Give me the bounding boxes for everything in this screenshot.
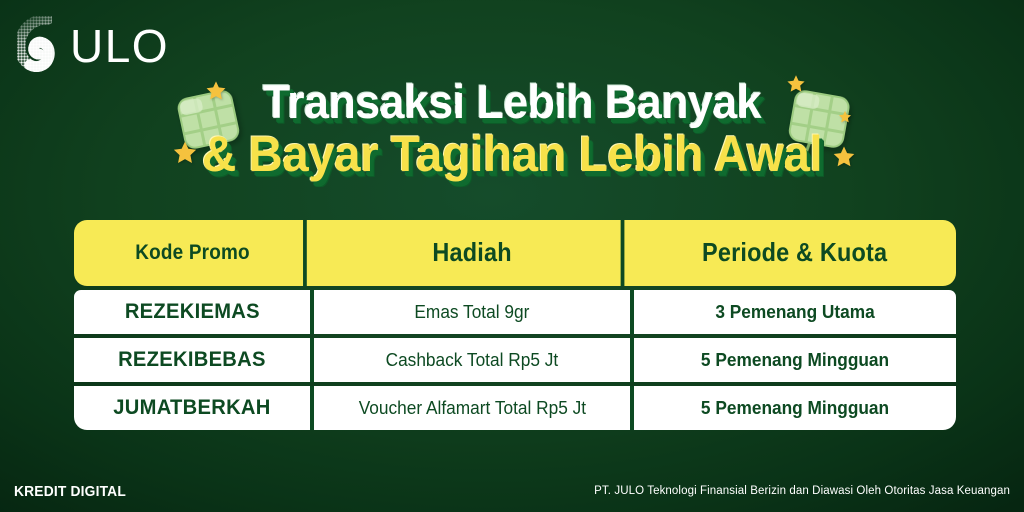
table-row: REZEKIBEBAS Cashback Total Rp5 Jt 5 Peme… [74,338,956,382]
julo-logo-wordmark: ULO [70,20,170,72]
table-row: JUMATBERKAH Voucher Alfamart Total Rp5 J… [74,386,956,430]
cell-hadiah: Voucher Alfamart Total Rp5 Jt [314,386,634,430]
headline-line-1: Transaksi Lebih Banyak [262,75,762,128]
julo-halftone-j-logo-icon [14,16,70,72]
julo-logo: ULO [14,16,169,72]
cell-kode-promo: REZEKIBEBAS [74,338,314,382]
headline: Transaksi Lebih Banyak & Bayar Tagihan L… [0,78,1024,179]
table-header-kode-promo: Kode Promo [81,220,307,286]
footer: KREDIT DIGITAL PT. JULO Teknologi Finans… [0,470,1024,512]
headline-line-2: & Bayar Tagihan Lebih Awal [201,126,823,182]
cell-periode-kuota: 5 Pemenang Mingguan [700,349,890,370]
cell-periode-kuota: 3 Pemenang Utama [715,301,875,322]
promo-table: Kode Promo Hadiah Periode & Kuota REZEKI… [74,220,956,430]
table-row: REZEKIEMAS Emas Total 9gr 3 Pemenang Uta… [74,290,956,334]
cell-hadiah: Cashback Total Rp5 Jt [314,338,634,382]
table-header-periode-kuota: Periode & Kuota [702,237,888,268]
cell-hadiah: Emas Total 9gr [314,290,634,334]
table-header-hadiah: Hadiah [324,220,625,286]
cell-kode-promo: JUMATBERKAH [74,386,314,430]
table-header-row: Kode Promo Hadiah Periode & Kuota [74,220,956,286]
cell-kode-promo: REZEKIEMAS [74,290,314,334]
product-label: KREDIT DIGITAL [14,482,126,500]
legal-disclaimer: PT. JULO Teknologi Finansial Berizin dan… [594,485,1010,497]
cell-periode-kuota: 5 Pemenang Mingguan [700,397,890,418]
